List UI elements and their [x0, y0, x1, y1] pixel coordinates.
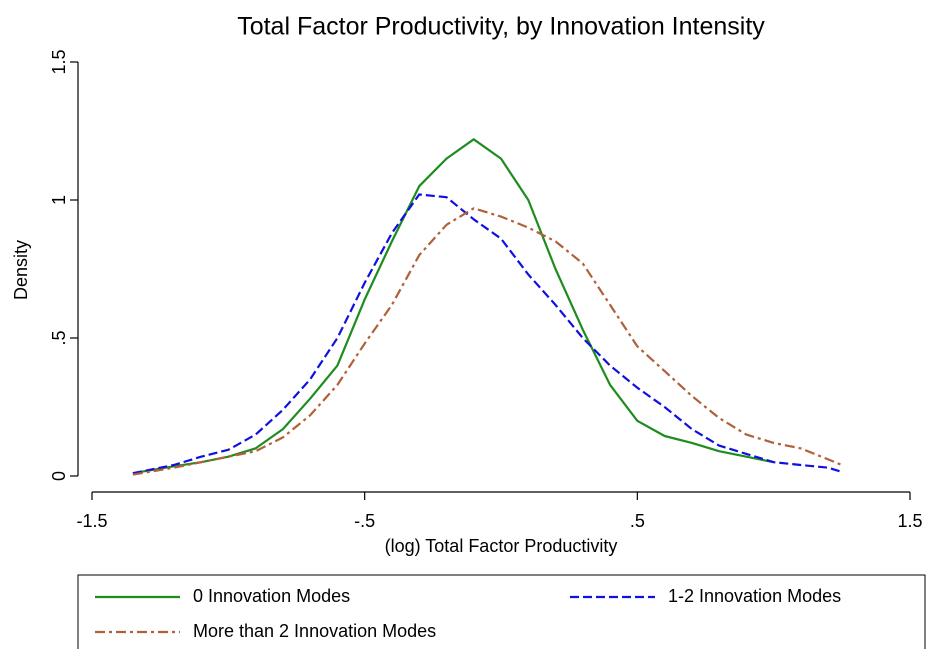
y-tick-label: 0: [49, 471, 69, 481]
legend-box: [77, 574, 926, 649]
y-axis-label: Density: [11, 240, 31, 300]
x-tick-label: 1.5: [897, 511, 922, 531]
y-tick-label: 1.5: [49, 49, 69, 74]
y-tick-label: .5: [49, 330, 69, 345]
line-series: [132, 138, 774, 475]
legend-label: 1-2 Innovation Modes: [668, 586, 841, 606]
x-tick-label: .5: [630, 511, 645, 531]
x-tick-label: -.5: [354, 511, 375, 531]
x-axis-label: (log) Total Factor Productivity: [385, 536, 618, 556]
legend-label: 0 Innovation Modes: [193, 586, 350, 606]
line-series: [132, 193, 843, 475]
line-series: [132, 207, 843, 476]
legend-label: More than 2 Innovation Modes: [193, 621, 436, 641]
x-tick-label: -1.5: [76, 511, 107, 531]
chart-title: Total Factor Productivity, by Innovation…: [237, 13, 765, 41]
y-tick-label: 1: [49, 195, 69, 205]
